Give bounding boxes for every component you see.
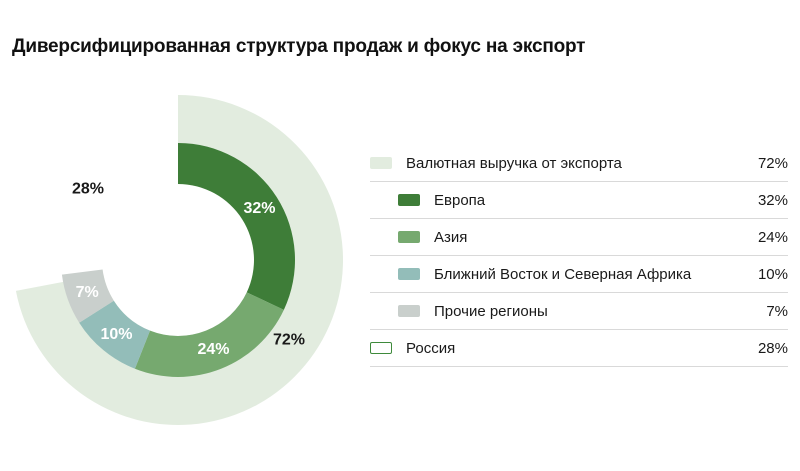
legend-label-russia: Россия bbox=[406, 339, 456, 357]
legend-swatch-export bbox=[370, 157, 392, 169]
legend-swatch-asia bbox=[398, 231, 420, 243]
legend-label-export: Валютная выручка от экспорта bbox=[406, 154, 622, 172]
legend-swatch-other bbox=[398, 305, 420, 317]
outer-label-russia: 28% bbox=[72, 181, 104, 198]
inner-slice-азия bbox=[134, 292, 284, 377]
legend-row-other: Прочие регионы 7% bbox=[370, 293, 788, 330]
legend-label-other: Прочие регионы bbox=[434, 302, 548, 320]
legend-row-mena: Ближний Восток и Северная Африка 10% bbox=[370, 256, 788, 293]
inner-label-ближний-восток-и-северная-африка: 10% bbox=[100, 326, 132, 343]
inner-label-европа: 32% bbox=[243, 200, 275, 217]
legend-row-europe: Европа 32% bbox=[370, 182, 788, 219]
legend-row-asia: Азия 24% bbox=[370, 219, 788, 256]
legend-value-mena: 10% bbox=[757, 265, 788, 283]
legend-label-asia: Азия bbox=[434, 228, 468, 246]
legend-row-russia: Россия 28% bbox=[370, 330, 788, 367]
chart-title: Диверсифицированная структура продаж и ф… bbox=[12, 36, 586, 57]
legend-row-export: Валютная выручка от экспорта 72% bbox=[370, 145, 788, 182]
legend-value-europe: 32% bbox=[757, 191, 788, 209]
legend-swatch-russia bbox=[370, 342, 392, 354]
legend-label-mena: Ближний Восток и Северная Африка bbox=[434, 265, 692, 283]
inner-slice-прочие-регионы bbox=[61, 269, 114, 323]
legend-value-other: 7% bbox=[766, 302, 788, 320]
inner-slice-европа bbox=[178, 143, 295, 310]
inner-label-прочие-регионы: 7% bbox=[76, 284, 99, 301]
legend-swatch-europe bbox=[398, 194, 420, 206]
legend-swatch-mena bbox=[398, 268, 420, 280]
outer-label-export: 72% bbox=[273, 332, 305, 349]
inner-slice-ближний-восток-и-северная-африка bbox=[79, 300, 151, 369]
legend-value-asia: 24% bbox=[757, 228, 788, 246]
legend-value-export: 72% bbox=[757, 154, 788, 172]
inner-label-азия: 24% bbox=[198, 341, 230, 358]
legend-value-russia: 28% bbox=[757, 339, 788, 357]
legend: Валютная выручка от экспорта 72% Европа … bbox=[370, 145, 788, 367]
legend-label-europe: Европа bbox=[434, 191, 486, 209]
